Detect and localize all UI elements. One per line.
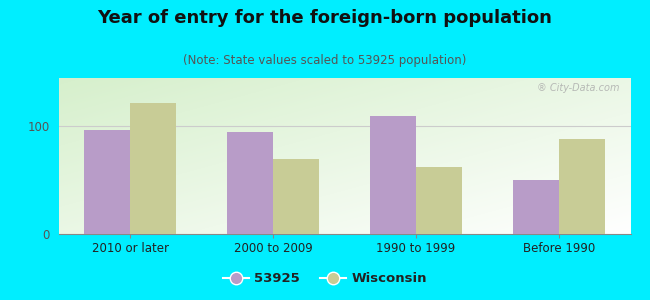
Bar: [416, 167, 462, 234]
Text: ® City-Data.com: ® City-Data.com: [536, 83, 619, 93]
Bar: [227, 132, 273, 234]
Legend: 53925, Wisconsin: 53925, Wisconsin: [218, 267, 432, 290]
Bar: [514, 180, 559, 234]
Bar: [273, 159, 318, 234]
Bar: [559, 139, 604, 234]
Bar: [370, 116, 416, 234]
Text: Year of entry for the foreign-born population: Year of entry for the foreign-born popul…: [98, 9, 552, 27]
Text: (Note: State values scaled to 53925 population): (Note: State values scaled to 53925 popu…: [183, 54, 467, 67]
Bar: [84, 130, 130, 234]
Bar: [130, 103, 176, 234]
